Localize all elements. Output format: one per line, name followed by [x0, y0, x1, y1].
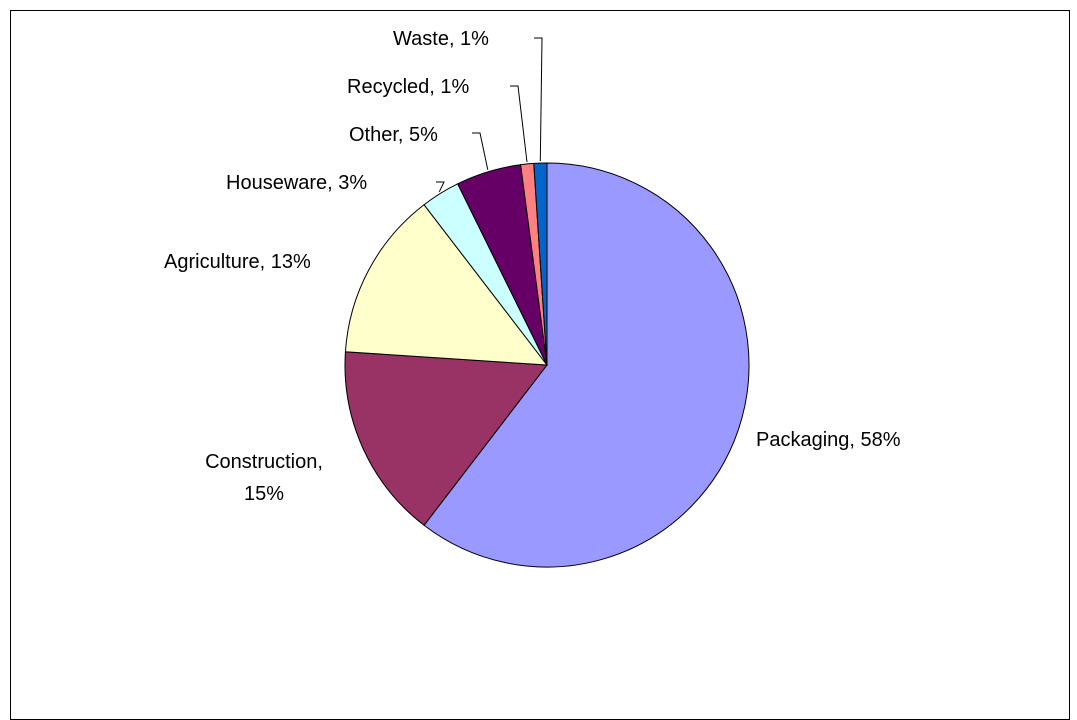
label-construction-line2: 15%	[244, 483, 284, 505]
label-agriculture: Agriculture, 13%	[164, 251, 311, 273]
label-recycled: Recycled, 1%	[347, 76, 469, 98]
pie-slice-waste	[533, 162, 548, 366]
label-packaging: Packaging, 58%	[756, 429, 901, 451]
pie-labels: Packaging, 58% Construction, 15% Agricul…	[164, 28, 901, 505]
label-other: Other, 5%	[349, 124, 438, 146]
pie-slice-agriculture	[344, 204, 549, 366]
leader-line-recycled	[510, 85, 528, 163]
label-houseware: Houseware, 3%	[226, 172, 367, 194]
leader-line-houseware	[436, 181, 445, 193]
label-waste: Waste, 1%	[393, 28, 489, 50]
pie-slice-construction	[344, 351, 548, 526]
leader-lines	[436, 37, 543, 193]
leader-line-other	[472, 132, 489, 170]
label-construction-line1: Construction,	[205, 451, 323, 473]
pie-slice-packaging	[423, 162, 750, 568]
leader-line-waste	[534, 37, 543, 162]
pie-slices	[344, 162, 750, 568]
